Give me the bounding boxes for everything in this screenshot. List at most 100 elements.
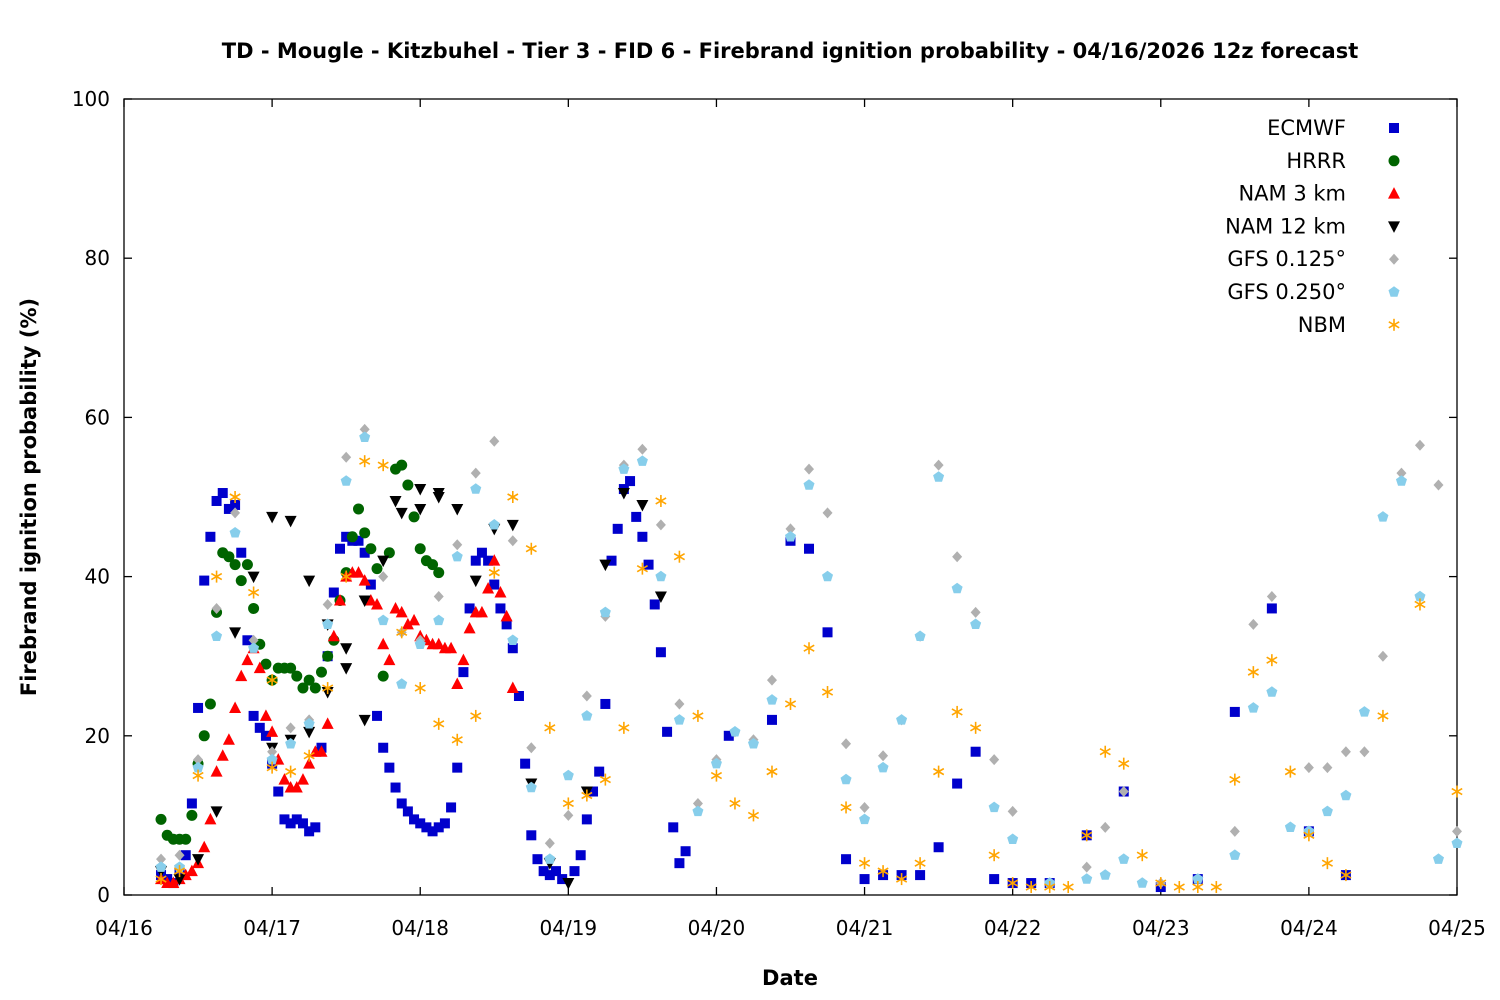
data-point: [1062, 881, 1074, 894]
data-point: [804, 463, 815, 475]
data-point: [341, 451, 352, 463]
data-point: [692, 709, 704, 722]
data-point: [290, 781, 303, 793]
data-point: [377, 459, 389, 472]
data-point: [933, 842, 944, 853]
legend-marker: [1388, 318, 1400, 331]
data-point: [494, 586, 507, 598]
data-point: [599, 773, 611, 786]
data-point: [710, 757, 722, 769]
data-point: [389, 495, 402, 508]
asterisk-stroke: [1321, 859, 1333, 867]
data-point: [475, 605, 488, 618]
series-nam-12-km: [155, 484, 667, 890]
data-point: [784, 697, 797, 710]
data-point: [631, 511, 642, 522]
data-point: [328, 587, 339, 598]
data-point: [235, 575, 247, 587]
asterisk-stroke: [377, 461, 389, 469]
data-point: [352, 566, 365, 578]
data-point: [340, 570, 352, 583]
data-point: [378, 571, 389, 583]
data-point: [1377, 511, 1389, 522]
data-point: [489, 579, 500, 590]
data-point: [223, 551, 235, 563]
data-point: [1266, 686, 1278, 697]
data-point: [723, 730, 734, 741]
data-point: [988, 801, 1000, 813]
data-point: [581, 690, 592, 702]
data-point: [186, 809, 198, 821]
legend-label: NAM 3 km: [1238, 182, 1346, 206]
asterisk-stroke: [858, 859, 871, 867]
data-point: [506, 519, 519, 532]
asterisk-stroke: [1303, 831, 1315, 839]
data-point: [452, 539, 463, 551]
data-point: [359, 527, 371, 539]
data-point: [297, 682, 309, 694]
data-point: [321, 717, 334, 729]
data-point: [432, 492, 445, 504]
data-point: [273, 786, 284, 797]
data-point: [612, 523, 623, 534]
data-point: [452, 762, 463, 773]
data-point: [1432, 853, 1444, 864]
data-point: [674, 858, 685, 869]
y-tick-label: 80: [85, 246, 110, 270]
legend-marker: [1388, 155, 1400, 167]
data-point: [451, 677, 464, 690]
data-point: [562, 797, 574, 810]
data-point: [1007, 805, 1018, 817]
data-point: [470, 555, 481, 566]
data-point: [636, 562, 648, 575]
data-point: [501, 619, 512, 630]
data-point: [668, 822, 679, 833]
asterisk-stroke: [1025, 883, 1037, 891]
data-point: [878, 750, 889, 762]
data-point: [673, 550, 686, 563]
data-point: [353, 503, 365, 515]
data-point: [914, 630, 926, 641]
data-point: [451, 550, 463, 562]
data-point: [303, 757, 316, 769]
data-point: [636, 499, 649, 512]
asterisk-stroke: [266, 763, 278, 772]
data-point: [606, 555, 617, 566]
data-point: [822, 627, 833, 638]
data-point: [1007, 833, 1019, 844]
data-point: [241, 653, 254, 666]
data-point: [446, 802, 457, 813]
data-point: [285, 818, 296, 829]
data-point: [266, 674, 278, 687]
data-point: [414, 638, 426, 649]
data-point: [1118, 757, 1130, 770]
data-point: [822, 570, 834, 582]
data-point: [489, 435, 500, 447]
data-point: [284, 515, 297, 528]
asterisk-stroke: [1062, 883, 1074, 891]
data-point: [322, 618, 334, 630]
data-point: [1340, 789, 1352, 801]
data-point: [222, 733, 235, 745]
y-tick-label: 20: [85, 724, 110, 748]
asterisk-stroke: [210, 572, 223, 581]
x-tick-label: 04/19: [540, 916, 598, 940]
data-point: [821, 686, 834, 699]
data-point: [421, 822, 432, 833]
data-point: [395, 507, 408, 520]
asterisk-stroke: [747, 811, 760, 820]
data-point: [989, 754, 1000, 766]
data-point: [334, 543, 345, 554]
data-point: [1247, 702, 1259, 713]
data-point: [822, 507, 833, 519]
data-point: [1266, 591, 1277, 602]
data-point: [803, 642, 815, 655]
data-point: [310, 822, 321, 833]
data-point: [952, 778, 963, 789]
data-point: [205, 531, 216, 542]
data-point: [358, 595, 371, 607]
series-gfs-0-250-: [155, 431, 1463, 888]
data-point: [488, 519, 500, 530]
data-point: [359, 455, 371, 468]
asterisk-stroke: [1173, 883, 1185, 891]
